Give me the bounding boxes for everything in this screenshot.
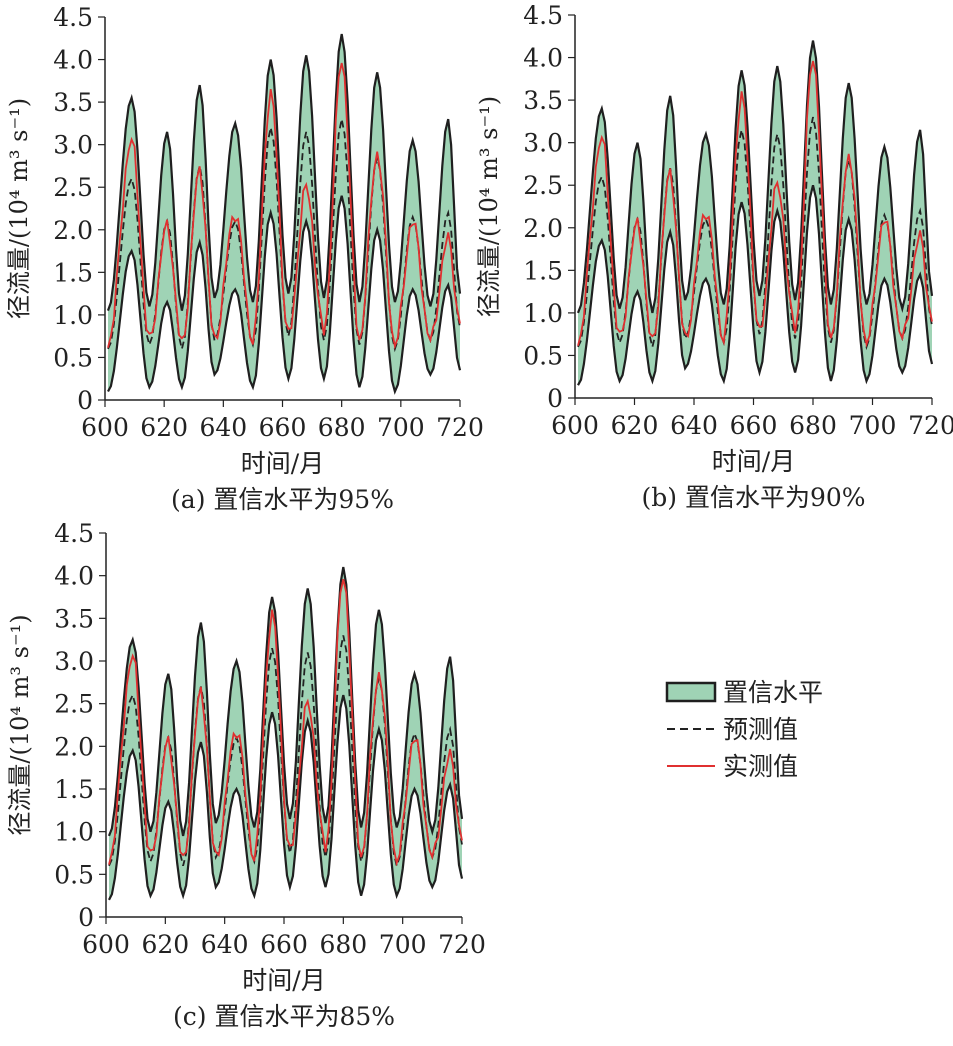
x-axis-label: 时间/月	[712, 447, 795, 476]
x-tick-label: 700	[377, 413, 425, 442]
legend-label: 置信水平	[723, 678, 823, 707]
y-tick-label: 0	[78, 903, 94, 932]
panel-caption: (a) 置信水平为95%	[171, 485, 394, 514]
legend-swatch-band	[665, 681, 717, 703]
confidence-band	[108, 34, 460, 392]
observed-line	[107, 62, 461, 350]
y-tick-label: 2.5	[54, 690, 94, 719]
y-tick-label: 0.5	[53, 343, 93, 372]
y-tick-label: 0	[547, 384, 563, 413]
x-tick-label: 660	[730, 411, 778, 440]
legend-label: 预测值	[723, 715, 798, 744]
x-tick-label: 660	[260, 930, 308, 959]
observed-line	[577, 60, 933, 348]
x-tick-label: 600	[81, 413, 129, 442]
y-tick-label: 3.0	[54, 647, 94, 676]
band-lower-line	[107, 195, 462, 395]
x-tick-label: 620	[141, 930, 189, 959]
x-tick-label: 680	[319, 930, 367, 959]
y-tick-label: 3.5	[54, 604, 94, 633]
y-axis-label: 径流量/(10⁴ m³ s⁻¹)	[6, 614, 34, 835]
band-upper-line	[107, 566, 464, 837]
x-tick-label: 700	[379, 930, 427, 959]
y-tick-label: 2.0	[53, 216, 93, 245]
panel-a: 0 0.5 1.0 1.5 2.0 2.5 3.0 3.5 4.0 4.5 600 620 640 660…	[5, 3, 484, 514]
x-tick-label: 720	[438, 930, 486, 959]
x-axis-label: 时间/月	[241, 449, 324, 478]
y-tick-label: 3.0	[53, 131, 93, 160]
panel-caption: (b) 置信水平为90%	[641, 483, 865, 512]
panel-caption: (c) 置信水平为85%	[173, 1002, 395, 1031]
legend-label: 实测值	[723, 752, 798, 781]
observed-line	[108, 579, 463, 867]
y-tick-label: 0	[77, 386, 93, 415]
x-tick-label: 720	[908, 411, 953, 440]
y-tick-label: 2.5	[53, 173, 93, 202]
band-lower-line	[577, 184, 934, 386]
y-tick-label: 2.5	[523, 171, 563, 200]
y-tick-label: 3.5	[523, 86, 563, 115]
y-tick-label: 1.0	[53, 301, 93, 330]
y-tick-label: 1.0	[523, 299, 563, 328]
confidence-band	[578, 40, 932, 386]
x-tick-label: 640	[670, 411, 718, 440]
y-tick-label: 4.5	[54, 519, 94, 548]
x-tick-label: 620	[140, 413, 188, 442]
y-tick-label: 4.0	[523, 44, 563, 73]
y-tick-label: 4.5	[53, 3, 93, 32]
y-tick-label: 1.5	[523, 256, 563, 285]
y-tick-label: 3.0	[523, 129, 563, 158]
x-tick-label: 620	[611, 411, 659, 440]
x-tick-label: 640	[199, 413, 247, 442]
x-axis-label: 时间/月	[242, 966, 325, 995]
x-tick-label: 720	[436, 413, 484, 442]
x-tick-label: 680	[318, 413, 366, 442]
y-tick-label: 1.0	[54, 818, 94, 847]
panel-b: 0 0.5 1.0 1.5 2.0 2.5 3.0 3.5 4.0 4.5 600 620 640 660…	[475, 1, 953, 512]
y-axis-label: 径流量/(10⁴ m³ s⁻¹)	[475, 96, 503, 317]
y-tick-label: 2.0	[523, 214, 563, 243]
x-tick-label: 660	[259, 413, 307, 442]
y-tick-label: 1.5	[53, 258, 93, 287]
band-lower-line	[108, 694, 464, 901]
y-tick-label: 4.0	[53, 46, 93, 75]
band-upper-line	[106, 33, 462, 311]
y-tick-label: 1.5	[54, 775, 94, 804]
y-tick-label: 4.5	[523, 1, 563, 30]
y-tick-label: 0.5	[54, 860, 94, 889]
x-tick-label: 700	[849, 411, 897, 440]
x-tick-label: 680	[789, 411, 837, 440]
band-upper-line	[576, 40, 934, 314]
y-tick-label: 4.0	[54, 562, 94, 591]
x-tick-label: 600	[82, 930, 130, 959]
y-tick-label: 0.5	[523, 341, 563, 370]
y-axis-label: 径流量/(10⁴ m³ s⁻¹)	[5, 98, 33, 319]
y-tick-label: 3.5	[53, 88, 93, 117]
panel-c: 0 0.5 1.0 1.5 2.0 2.5 3.0 3.5 4.0 4.5 600 620 640 660…	[6, 519, 486, 1031]
y-tick-label: 2.0	[54, 732, 94, 761]
x-tick-label: 600	[551, 411, 599, 440]
x-tick-label: 640	[201, 930, 249, 959]
